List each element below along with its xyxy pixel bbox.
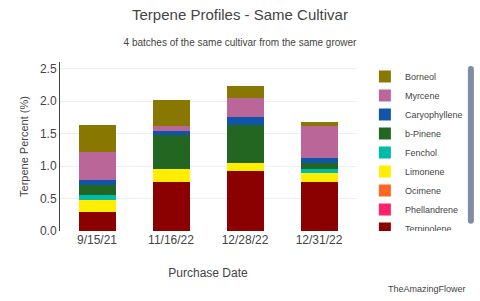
svg-text:Caryophyllene: Caryophyllene: [405, 110, 463, 120]
svg-text:Limonene: Limonene: [405, 167, 445, 177]
svg-text:TheAmazingFlower: TheAmazingFlower: [388, 284, 466, 294]
svg-text:0.5: 0.5: [40, 192, 57, 206]
svg-text:Terpene Profiles - Same Cultiv: Terpene Profiles - Same Cultivar: [132, 6, 348, 23]
svg-text:12/31/22: 12/31/22: [296, 233, 343, 247]
svg-text:Terpinolene: Terpinolene: [405, 224, 452, 231]
svg-text:Terpene Percent (%): Terpene Percent (%): [18, 96, 30, 197]
svg-text:11/16/22: 11/16/22: [148, 233, 194, 247]
svg-text:2.5: 2.5: [40, 62, 57, 76]
svg-text:Purchase Date: Purchase Date: [168, 266, 248, 280]
svg-text:9/15/21: 9/15/21: [77, 233, 117, 247]
svg-text:4 batches of the same cultivar: 4 batches of the same cultivar from the …: [124, 37, 358, 48]
svg-text:Borneol: Borneol: [405, 72, 436, 82]
svg-text:Myrcene: Myrcene: [405, 91, 440, 101]
svg-text:12/28/22: 12/28/22: [222, 233, 269, 247]
svg-text:Ocimene: Ocimene: [405, 186, 441, 196]
svg-text:2.0: 2.0: [40, 94, 57, 108]
svg-text:1.5: 1.5: [40, 127, 57, 141]
svg-text:1.0: 1.0: [40, 159, 57, 173]
svg-text:Fenchol: Fenchol: [405, 148, 437, 158]
svg-text:b-Pinene: b-Pinene: [405, 129, 441, 139]
svg-text:Phellandrene: Phellandrene: [405, 205, 458, 215]
svg-text:0.0: 0.0: [40, 224, 57, 238]
